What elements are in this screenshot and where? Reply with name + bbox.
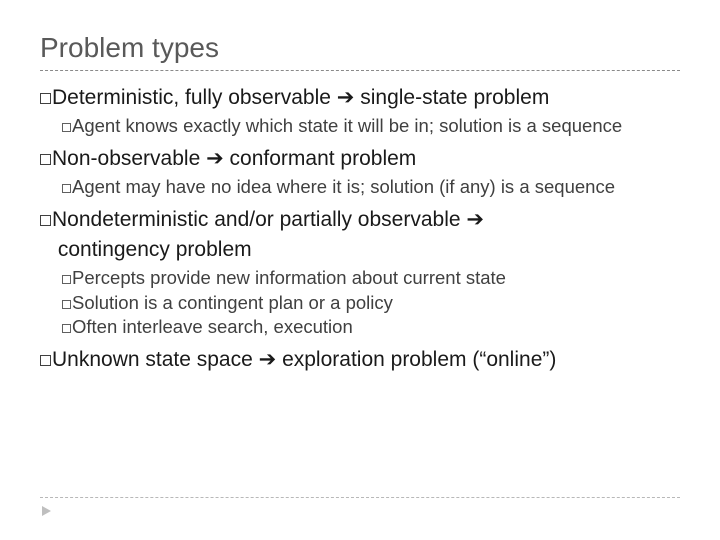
arrow-icon: ➔ xyxy=(206,147,224,170)
square-bullet-icon xyxy=(62,184,71,193)
square-bullet-icon xyxy=(62,300,71,309)
bullet-3-sub-1-rest: provide new information about current st… xyxy=(145,267,506,288)
bullet-3-sub-3-pre: Often xyxy=(72,316,117,337)
bullet-1: Deterministic, fully observable ➔ single… xyxy=(40,85,680,111)
bullet-1-sub-1-pre: Agent xyxy=(72,115,120,136)
bullet-3-sub-1-pre: Percepts xyxy=(72,267,145,288)
bullet-2-sub-1: Agent may have no idea where it is; solu… xyxy=(40,176,680,199)
slide-title: Problem types xyxy=(40,32,680,71)
bullet-1-pre: Deterministic, fully observable xyxy=(52,86,337,109)
footer-divider xyxy=(40,497,680,498)
bullet-3-sub-2-rest: is a contingent plan or a policy xyxy=(139,292,393,313)
bullet-1-sub-1-rest: knows exactly which state it will be in;… xyxy=(120,115,622,136)
bullet-3-sub-3: Often interleave search, execution xyxy=(40,316,680,339)
bullet-2: Non-observable ➔ conformant problem xyxy=(40,146,680,172)
bullet-1-post: single-state problem xyxy=(354,86,549,109)
bullet-3-sub-3-rest: interleave search, execution xyxy=(117,316,353,337)
bullet-2-sub-1-rest: may have no idea where it is; solution (… xyxy=(120,176,615,197)
bullet-2-sub-1-pre: Agent xyxy=(72,176,120,197)
bullet-3-cont: contingency problem xyxy=(40,237,680,263)
bullet-3-sub-2: Solution is a contingent plan or a polic… xyxy=(40,292,680,315)
bullet-3-pre: Nondeterministic and/or partially observ… xyxy=(52,208,466,231)
square-bullet-icon xyxy=(40,215,51,226)
arrow-icon: ➔ xyxy=(337,86,355,109)
square-bullet-icon xyxy=(40,93,51,104)
bullet-1-sub-1: Agent knows exactly which state it will … xyxy=(40,115,680,138)
bullet-3-post: contingency problem xyxy=(52,238,252,261)
square-bullet-icon xyxy=(62,324,71,333)
square-bullet-icon xyxy=(40,154,51,165)
bullet-3-sub-2-pre: Solution xyxy=(72,292,139,313)
footer-arrow-icon xyxy=(42,506,51,516)
bullet-4: Unknown state space ➔ exploration proble… xyxy=(40,347,680,373)
bullet-2-post: conformant problem xyxy=(224,147,417,170)
square-bullet-icon xyxy=(62,275,71,284)
arrow-icon: ➔ xyxy=(466,208,484,231)
bullet-3: Nondeterministic and/or partially observ… xyxy=(40,207,680,233)
bullet-4-post: exploration problem (“online”) xyxy=(276,348,556,371)
square-bullet-icon xyxy=(40,355,51,366)
bullet-3-sub-1: Percepts provide new information about c… xyxy=(40,267,680,290)
arrow-icon: ➔ xyxy=(259,348,277,371)
bullet-2-pre: Non-observable xyxy=(52,147,206,170)
slide: Problem types Deterministic, fully obser… xyxy=(0,0,720,540)
bullet-4-pre: Unknown state space xyxy=(52,348,259,371)
square-bullet-icon xyxy=(62,123,71,132)
